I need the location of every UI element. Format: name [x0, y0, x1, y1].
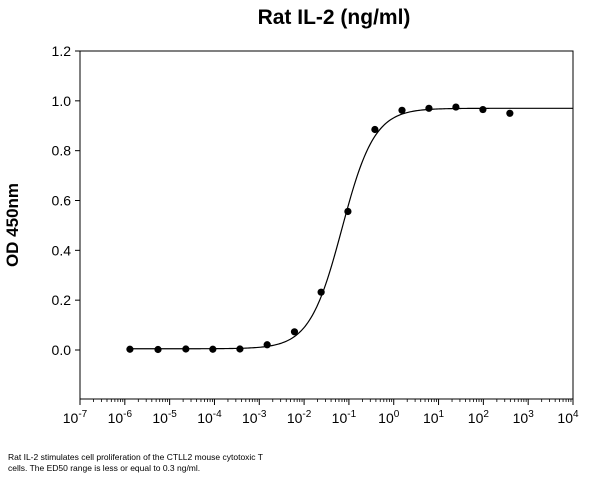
y-axis: 0.0 0.2 0.4 0.6 0.8 1.0 1.2 — [52, 43, 80, 358]
y-tick-label: 0.2 — [52, 292, 72, 308]
data-point — [182, 345, 190, 353]
data-point — [263, 341, 271, 349]
x-tick-label: 10-3 — [242, 409, 267, 426]
data-point — [290, 328, 299, 336]
caption-line-2: cells. The ED50 range is less or equal t… — [8, 463, 201, 473]
x-tick-label: 10-7 — [63, 409, 88, 426]
fit-curve — [128, 107, 573, 350]
chart-title: Rat IL-2 (ng/ml) — [258, 6, 411, 29]
y-tick-label: 0.0 — [52, 342, 72, 358]
data-point — [209, 345, 217, 353]
data-point — [479, 105, 487, 114]
caption-line-1: Rat IL-2 stimulates cell proliferation o… — [8, 452, 263, 462]
y-tick-label: 0.8 — [52, 143, 72, 159]
data-point — [398, 106, 406, 114]
y-tick-label: 0.4 — [52, 242, 72, 258]
y-tick-label: 0.6 — [52, 193, 72, 209]
x-tick-label: 10-5 — [152, 409, 177, 426]
data-point — [425, 104, 433, 112]
x-axis: 10-7 10-6 10-5 10-4 10-3 10-2 10-1 100 101 102 103… — [63, 399, 579, 426]
x-tick-label: 10-2 — [287, 409, 312, 426]
x-tick-label: 10-6 — [108, 409, 133, 426]
data-point — [506, 109, 514, 117]
data-point — [452, 103, 460, 111]
x-tick-label: 104 — [557, 409, 579, 426]
x-tick-label: 103 — [513, 409, 535, 426]
data-point — [154, 345, 162, 354]
figure-caption: Rat IL-2 stimulates cell proliferation o… — [8, 452, 358, 474]
data-points — [126, 103, 514, 354]
y-tick-label: 1.0 — [52, 93, 72, 109]
data-point — [236, 345, 244, 353]
x-tick-label: 101 — [423, 409, 445, 426]
data-point — [317, 288, 325, 296]
x-tick-label: 10-1 — [332, 409, 357, 426]
data-point — [371, 125, 379, 134]
data-point — [126, 345, 134, 353]
y-axis-label: OD 450nm — [3, 183, 22, 267]
plot-frame — [79, 50, 574, 400]
x-tick-label: 10-4 — [197, 409, 222, 426]
data-point — [344, 207, 352, 216]
x-tick-label: 102 — [468, 409, 490, 426]
y-tick-label: 1.2 — [52, 43, 72, 59]
x-tick-label: 100 — [378, 409, 400, 426]
